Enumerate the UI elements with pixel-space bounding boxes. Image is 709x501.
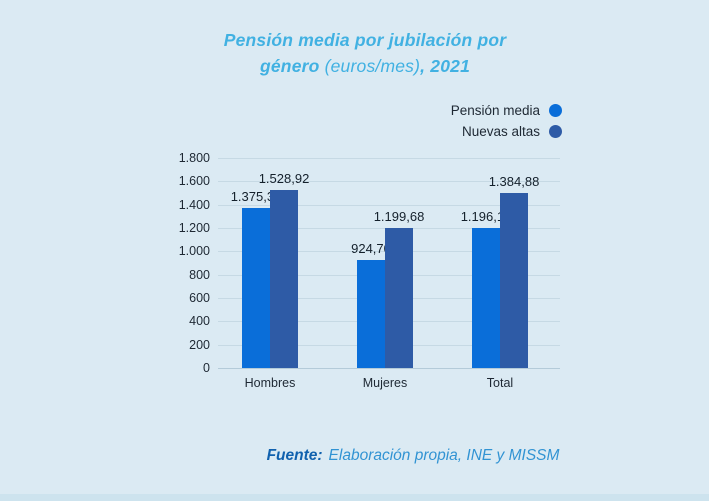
chart-title-line1: Pensión media por jubilación por <box>223 30 507 50</box>
y-tick-label: 0 <box>203 361 210 375</box>
y-tick-label: 800 <box>189 267 210 282</box>
y-tick-label: 400 <box>189 314 210 329</box>
y-tick-label: 600 <box>189 291 210 305</box>
legend-label: Nuevas altas <box>461 123 540 139</box>
bar-pension-media-hombres <box>242 207 270 368</box>
bar-nuevas-altas-total <box>500 193 528 368</box>
bar-nuevas-altas-hombres <box>270 189 298 368</box>
bar-pension-media-total <box>472 228 500 368</box>
chart-title-year: , 2021 <box>420 56 471 76</box>
circle-marker-icon <box>549 124 562 138</box>
bar-nuevas-altas-mujeres <box>385 228 413 368</box>
legend-label: Pensión media <box>450 102 540 118</box>
gridline <box>218 368 560 369</box>
source-text: Elaboración propia, INE y MISSM <box>328 447 560 464</box>
y-tick-label: 1.800 <box>178 151 210 165</box>
chart-title: Pensión media por jubilación por género … <box>21 27 709 79</box>
x-axis: Hombres Mujeres Total <box>218 376 560 392</box>
legend-item-pension-media: Pensión media <box>451 100 562 120</box>
circle-marker-icon <box>549 103 562 117</box>
gridline <box>218 158 560 159</box>
legend: Pensión media Nuevas altas <box>451 100 562 142</box>
value-label-pension-media-total: 1.196,17 <box>460 209 512 225</box>
x-category-label-total: Total <box>486 376 514 390</box>
y-tick-label: 1.400 <box>178 197 210 212</box>
legend-item-nuevas-altas: Nuevas altas <box>451 121 562 141</box>
x-category-label-mujeres: Mujeres <box>362 376 408 390</box>
chart-title-line2: género (euros/mes), 2021 <box>21 53 709 79</box>
value-label-nuevas-altas-hombres: 1.528,92 <box>258 170 310 186</box>
value-label-pension-media-mujeres: 924,70 <box>351 241 391 257</box>
plot-area: 1.375,30 924,70 1.196,17 1.528,92 1.199,68 1.… <box>218 158 560 369</box>
source-note: Fuente: Elaboración propia, INE y MISSM <box>0 447 709 465</box>
value-label-nuevas-altas-mujeres: 1.199,68 <box>373 209 425 225</box>
x-category-label-hombres: Hombres <box>244 376 296 390</box>
source-label: Fuente: <box>266 447 323 464</box>
chart-title-genero: género <box>259 56 325 76</box>
bar-pension-media-mujeres <box>357 260 385 368</box>
gridline <box>218 204 560 206</box>
y-tick-label: 1.000 <box>178 244 210 259</box>
gridline <box>218 181 560 183</box>
value-label-nuevas-altas-total: 1.384,88 <box>488 174 540 189</box>
y-tick-label: 200 <box>189 337 210 352</box>
bottom-strip <box>0 494 709 501</box>
chart-title-units: (euros/mes) <box>324 56 421 76</box>
value-label-pension-media-hombres: 1.375,30 <box>230 188 282 204</box>
y-tick-label: 1.200 <box>178 221 210 235</box>
y-tick-label: 1.600 <box>178 174 210 189</box>
